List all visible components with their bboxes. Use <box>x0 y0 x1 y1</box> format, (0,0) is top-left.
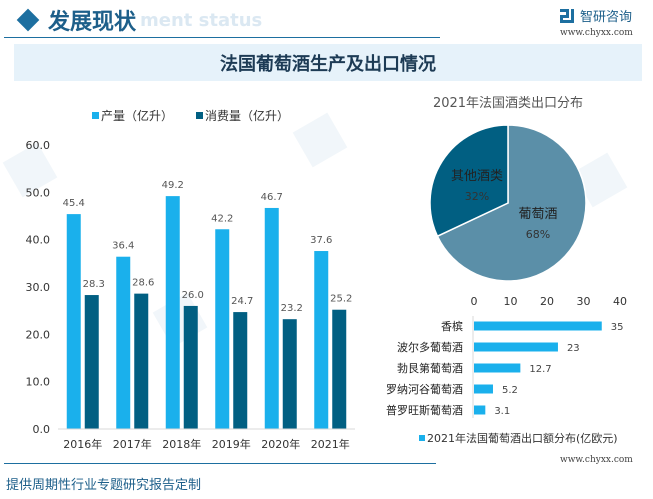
data-label-consumption: 24.7 <box>231 296 253 307</box>
x-tick-label: 30 <box>577 295 591 308</box>
bar-production <box>215 229 230 429</box>
x-tick-label: 2019年 <box>212 437 251 451</box>
bar-consumption <box>183 305 198 429</box>
export-bar <box>474 342 558 352</box>
bar-production <box>264 207 279 429</box>
brand-logo: 智研咨询 <box>560 6 632 25</box>
legend-swatch-export <box>419 435 425 441</box>
bar-legend: 产量（亿升） 消费量（亿升） <box>92 108 289 123</box>
data-label-consumption: 25.2 <box>330 294 352 305</box>
section-subtitle-watermark: ment status <box>140 10 263 31</box>
value-label: 23 <box>567 343 580 354</box>
value-label: 12.7 <box>529 364 551 375</box>
x-tick-label: 40 <box>613 295 627 308</box>
section-title: 发展现状 <box>48 9 137 35</box>
pie-slice <box>436 124 587 282</box>
bar-production <box>66 214 81 429</box>
bar-consumption <box>134 293 149 429</box>
hbar-legend: 2021年法国葡萄酒出口额分布(亿欧元) <box>419 431 618 445</box>
data-label-production: 37.6 <box>310 235 332 246</box>
value-label: 35 <box>611 322 624 333</box>
bar-production <box>116 256 131 429</box>
legend-label-export: 2021年法国葡萄酒出口额分布(亿欧元) <box>427 431 618 445</box>
export-share-pie: 2021年法国酒类出口分布 葡萄酒 68% 其他酒类 32% <box>429 96 587 282</box>
legend-swatch-production <box>92 112 99 119</box>
data-label-production: 42.2 <box>211 213 233 224</box>
bar-consumption <box>332 309 347 429</box>
brand-url: www.chyxx.com <box>560 28 633 38</box>
y-tick-label: 50.0 <box>26 186 51 199</box>
y-tick-label: 60.0 <box>26 139 51 152</box>
footer-url: www.chyxx.com <box>560 455 633 465</box>
data-label-consumption: 28.3 <box>83 279 105 290</box>
value-label: 3.1 <box>494 406 510 417</box>
value-label: 5.2 <box>502 385 518 396</box>
data-label-production: 49.2 <box>162 180 184 191</box>
legend-label-production: 产量（亿升） <box>101 108 173 123</box>
export-value-chart: 0 10 20 30 40 香槟 35 波尔多葡萄酒 23 勃艮第葡萄酒 12.7 罗纳河谷葡萄酒 5… <box>386 295 627 445</box>
data-label-consumption: 23.2 <box>281 303 303 314</box>
export-bar <box>474 321 602 331</box>
production-consumption-chart: 产量（亿升） 消费量（亿升） 0.0 10.0 20.0 30.0 40.0 50.0 60… <box>26 108 355 451</box>
title-banner: 法国葡萄酒生产及出口情况 <box>14 44 642 81</box>
brand-name: 智研咨询 <box>580 10 633 25</box>
y-tick-label: 30.0 <box>26 281 51 294</box>
export-bar <box>474 384 493 394</box>
data-label-production: 36.4 <box>112 241 134 252</box>
pie-title: 2021年法国酒类出口分布 <box>433 96 583 111</box>
legend-label-consumption: 消费量（亿升） <box>205 108 289 123</box>
category-label: 香槟 <box>441 319 463 333</box>
y-tick-label: 10.0 <box>26 376 51 389</box>
legend-swatch-consumption <box>196 112 203 119</box>
x-tick-label: 10 <box>504 295 518 308</box>
pie-slice-label: 其他酒类 <box>451 169 503 184</box>
export-bar <box>474 363 521 373</box>
y-tick-label: 20.0 <box>26 328 51 341</box>
x-tick-label: 20 <box>540 295 554 308</box>
category-label: 普罗旺斯葡萄酒 <box>386 403 463 417</box>
x-tick-label: 2020年 <box>261 437 300 451</box>
bar-consumption <box>84 295 99 429</box>
pie-slice-percent: 32% <box>465 190 489 203</box>
y-tick-label: 0.0 <box>33 423 51 436</box>
data-label-production: 46.7 <box>261 192 283 203</box>
x-tick-label: 2016年 <box>63 437 102 451</box>
pie-slice-label: 葡萄酒 <box>518 207 557 222</box>
data-label-production: 45.4 <box>63 198 85 209</box>
x-tick-label: 2018年 <box>162 437 201 451</box>
section-header: 发展现状 <box>10 4 136 36</box>
bar-production <box>314 251 329 429</box>
x-tick-label: 0 <box>471 295 478 308</box>
data-label-consumption: 28.6 <box>132 278 154 289</box>
x-tick-label: 2021年 <box>311 437 350 451</box>
footer-tagline: 提供周期性行业专题研究报告定制 <box>6 478 202 493</box>
footer-divider <box>4 463 436 464</box>
pie-slice-percent: 68% <box>526 228 550 241</box>
category-label: 勃艮第葡萄酒 <box>397 361 463 375</box>
category-label: 波尔多葡萄酒 <box>397 340 463 354</box>
bar-production <box>165 196 180 429</box>
y-tick-label: 40.0 <box>26 234 51 247</box>
header-divider <box>4 37 440 38</box>
bar-consumption <box>282 319 297 429</box>
banner-title: 法国葡萄酒生产及出口情况 <box>220 53 436 75</box>
category-label: 罗纳河谷葡萄酒 <box>386 383 463 396</box>
export-bar <box>474 405 486 415</box>
bar-consumption <box>233 312 248 429</box>
logo-icon <box>560 8 574 23</box>
pie-slice <box>429 124 509 238</box>
data-label-consumption: 26.0 <box>182 290 204 301</box>
x-tick-label: 2017年 <box>113 437 152 451</box>
